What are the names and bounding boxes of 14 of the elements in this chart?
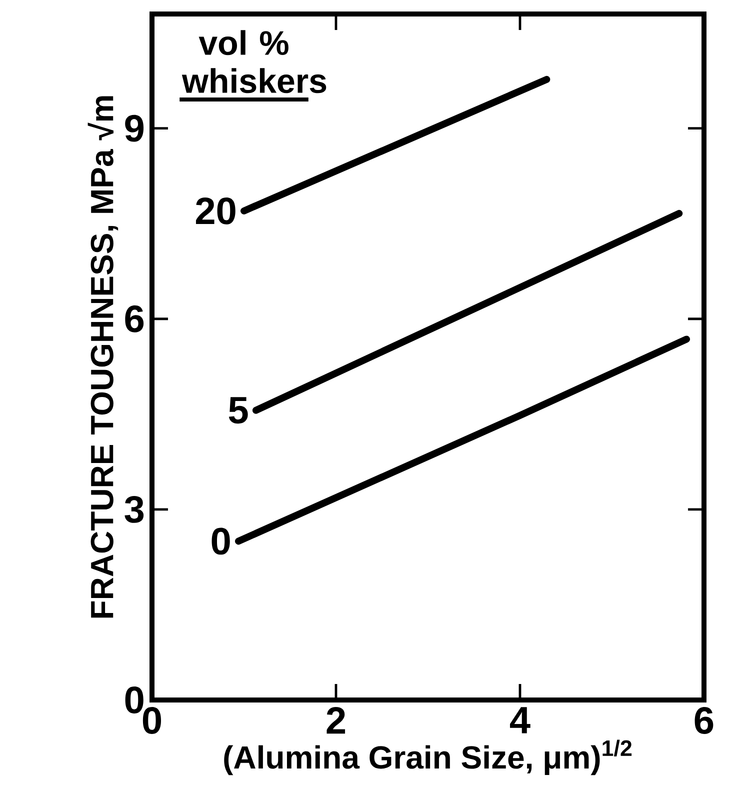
- y-axis-title: FRACTURE TOUGHNESS, MPa √m: [88, 96, 118, 618]
- y-tick-label: 9: [125, 114, 144, 142]
- x-axis-title: (Alumina Grain Size, μm)$^{1/2}$: [224, 740, 632, 776]
- series-label: 20: [196, 197, 236, 224]
- y-tick-label: 6: [125, 305, 144, 332]
- legend-title: vol % whiskers: [182, 30, 326, 94]
- x-tick-label: 6: [694, 707, 714, 734]
- x-tick-label: 0: [142, 707, 162, 734]
- series-label: 0: [212, 528, 230, 555]
- y-tick-label: 3: [124, 496, 144, 523]
- y-tick-label: 0: [125, 686, 144, 714]
- x-tick-label: 4: [510, 707, 530, 734]
- x-tick-label: 2: [326, 707, 346, 734]
- series-label: 5: [228, 397, 248, 424]
